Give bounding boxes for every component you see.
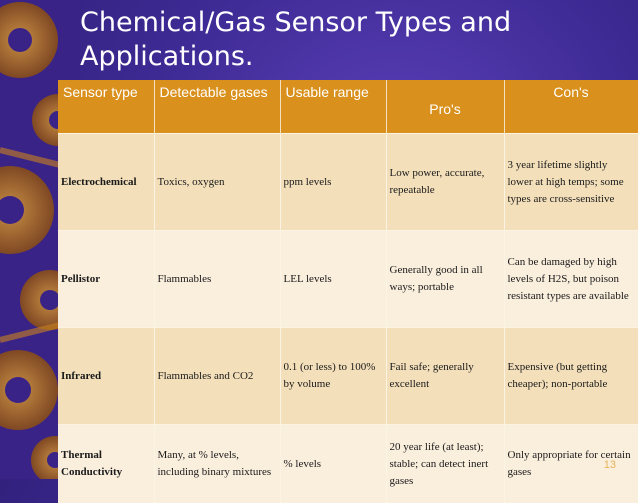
cell-usable-range: 0.1 (or less) to 100% by volume xyxy=(280,328,386,425)
cell-cons: 3 year lifetime slightly lower at high t… xyxy=(504,134,638,231)
cell-cons: Can be damaged by high levels of H2S, bu… xyxy=(504,231,638,328)
cell-usable-range: ppm levels xyxy=(280,134,386,231)
header-sensor-type: Sensor type xyxy=(58,80,154,134)
cell-cons: Expensive (but getting cheaper); non-por… xyxy=(504,328,638,425)
table-row: Infrared Flammables and CO2 0.1 (or less… xyxy=(58,328,638,425)
table-row: Electrochemical Toxics, oxygen ppm level… xyxy=(58,134,638,231)
header-detectable-gases: Detectable gases xyxy=(154,80,280,134)
cell-sensor-type: Pellistor xyxy=(58,231,154,328)
sensor-table-container: Sensor type Detectable gases Usable rang… xyxy=(58,80,638,479)
cell-sensor-type: Infrared xyxy=(58,328,154,425)
cell-detectable-gases: Flammables and CO2 xyxy=(154,328,280,425)
cell-pros: Generally good in all ways; portable xyxy=(386,231,504,328)
page-number: 13 xyxy=(604,459,616,471)
cell-cons: Only appropriate for certain gases xyxy=(504,425,638,503)
cell-sensor-type: Electrochemical xyxy=(58,134,154,231)
cell-usable-range: % levels xyxy=(280,425,386,503)
header-pros: Pro's xyxy=(386,80,504,134)
cell-usable-range: LEL levels xyxy=(280,231,386,328)
table-row: Thermal Conductivity Many, at % levels, … xyxy=(58,425,638,503)
cell-detectable-gases: Many, at % levels, including binary mixt… xyxy=(154,425,280,503)
cell-detectable-gases: Flammables xyxy=(154,231,280,328)
sensor-table: Sensor type Detectable gases Usable rang… xyxy=(58,80,638,503)
cell-pros: Fail safe; generally excellent xyxy=(386,328,504,425)
cell-pros: 20 year life (at least); stable; can det… xyxy=(386,425,504,503)
cell-sensor-type: Thermal Conductivity xyxy=(58,425,154,503)
table-row: Pellistor Flammables LEL levels Generall… xyxy=(58,231,638,328)
header-usable-range: Usable range xyxy=(280,80,386,134)
slide-title: Chemical/Gas Sensor Types and Applicatio… xyxy=(80,6,620,74)
table-header-row: Sensor type Detectable gases Usable rang… xyxy=(58,80,638,134)
cell-pros: Low power, accurate, repeatable xyxy=(386,134,504,231)
cell-detectable-gases: Toxics, oxygen xyxy=(154,134,280,231)
header-cons: Con's xyxy=(504,80,638,134)
